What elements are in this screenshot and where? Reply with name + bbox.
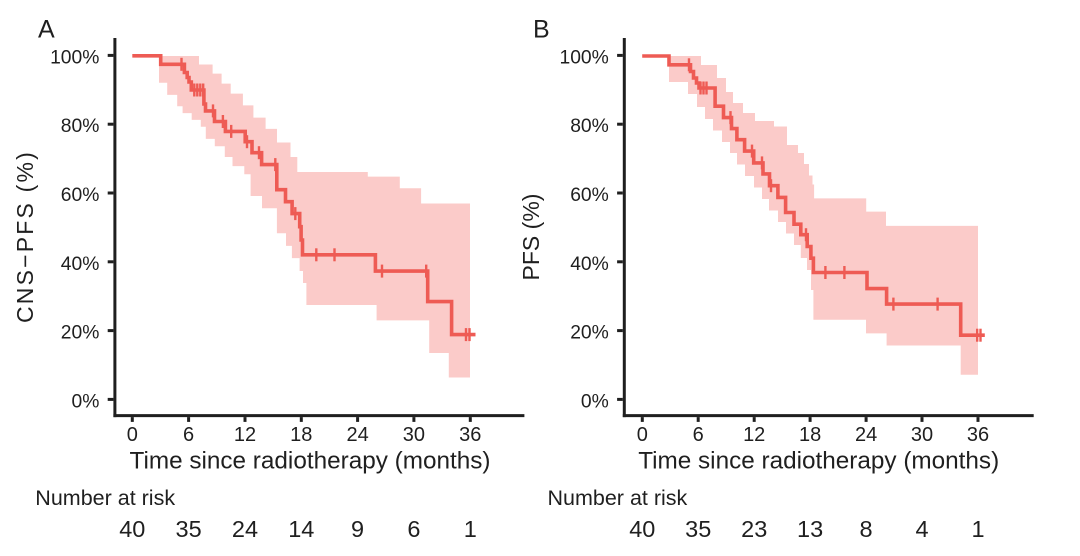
svg-text:Number at risk: Number at risk <box>548 486 688 510</box>
svg-text:24: 24 <box>855 424 877 446</box>
svg-text:100%: 100% <box>50 47 99 68</box>
svg-text:0: 0 <box>127 424 138 446</box>
svg-text:23: 23 <box>741 516 767 542</box>
svg-text:6: 6 <box>693 424 704 446</box>
svg-text:30: 30 <box>403 424 425 446</box>
svg-text:40%: 40% <box>570 254 609 275</box>
svg-text:36: 36 <box>967 424 989 446</box>
svg-text:Time since radiotherapy (month: Time since radiotherapy (months) <box>130 448 491 475</box>
svg-text:13: 13 <box>797 516 823 542</box>
svg-text:CNS−PFS (%): CNS−PFS (%) <box>12 150 38 323</box>
svg-text:20%: 20% <box>570 323 609 344</box>
svg-text:12: 12 <box>234 424 256 446</box>
svg-text:40%: 40% <box>61 254 100 275</box>
svg-text:30: 30 <box>911 424 933 446</box>
svg-text:35: 35 <box>176 516 202 542</box>
svg-text:20%: 20% <box>61 323 100 344</box>
svg-text:18: 18 <box>799 424 821 446</box>
svg-text:A: A <box>38 16 55 44</box>
svg-text:80%: 80% <box>61 116 100 137</box>
svg-text:60%: 60% <box>570 185 609 206</box>
svg-text:14: 14 <box>288 516 314 542</box>
svg-text:12: 12 <box>743 424 765 446</box>
svg-text:4: 4 <box>915 516 928 542</box>
svg-text:Time since radiotherapy (month: Time since radiotherapy (months) <box>638 448 999 475</box>
svg-text:B: B <box>533 16 550 44</box>
svg-text:Number at risk: Number at risk <box>35 486 175 510</box>
svg-text:80%: 80% <box>570 116 609 137</box>
svg-text:24: 24 <box>232 516 258 542</box>
svg-text:40: 40 <box>629 516 655 542</box>
svg-text:24: 24 <box>346 424 368 446</box>
svg-text:9: 9 <box>351 516 364 542</box>
svg-text:8: 8 <box>860 516 873 542</box>
svg-text:40: 40 <box>119 516 145 542</box>
svg-text:36: 36 <box>459 424 481 446</box>
svg-text:6: 6 <box>407 516 420 542</box>
svg-text:PFS (%): PFS (%) <box>518 194 544 281</box>
svg-text:35: 35 <box>685 516 711 542</box>
svg-text:0%: 0% <box>581 391 609 412</box>
svg-text:60%: 60% <box>61 185 100 206</box>
svg-text:6: 6 <box>183 424 194 446</box>
svg-text:18: 18 <box>290 424 312 446</box>
svg-text:0%: 0% <box>72 391 100 412</box>
svg-text:1: 1 <box>971 516 984 542</box>
svg-text:100%: 100% <box>559 47 608 68</box>
svg-text:0: 0 <box>637 424 648 446</box>
svg-text:1: 1 <box>464 516 477 542</box>
